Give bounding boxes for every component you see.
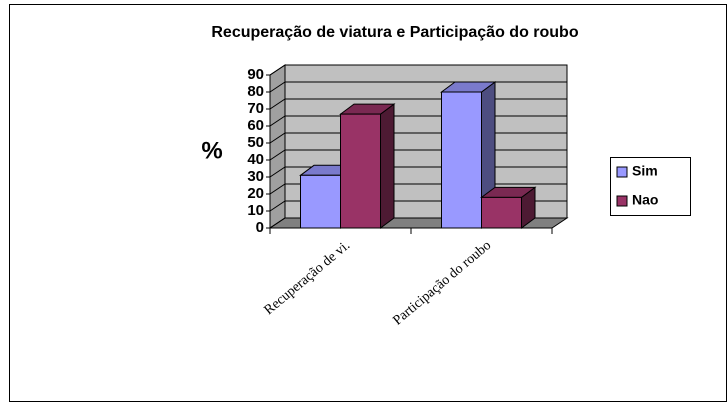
legend-label: Nao: [632, 192, 658, 208]
legend-swatch: [616, 166, 628, 178]
legend-swatch: [616, 195, 628, 207]
y-tick-label: 0: [256, 219, 264, 236]
y-tick-label: 60: [247, 117, 264, 134]
y-tick-label: 30: [247, 168, 264, 185]
side-wall: [269, 64, 286, 229]
y-tick-label: 70: [247, 100, 264, 117]
bar-side: [380, 103, 395, 229]
y-tick-label: 90: [247, 66, 264, 83]
y-tick-label: 20: [247, 185, 264, 202]
bar: [300, 174, 341, 229]
y-tick-label: 40: [247, 151, 264, 168]
bar: [481, 196, 522, 229]
y-axis-label: %: [201, 137, 222, 164]
y-tick-label: 50: [247, 134, 264, 151]
chart-title: Recuperação de viatura e Participação do…: [211, 24, 578, 41]
legend-label: Sim: [632, 163, 658, 179]
bar: [340, 113, 381, 229]
grid-line: [269, 64, 567, 76]
y-tick-label: 80: [247, 83, 264, 100]
y-tick-label: 10: [247, 202, 264, 219]
bar: [441, 91, 482, 229]
